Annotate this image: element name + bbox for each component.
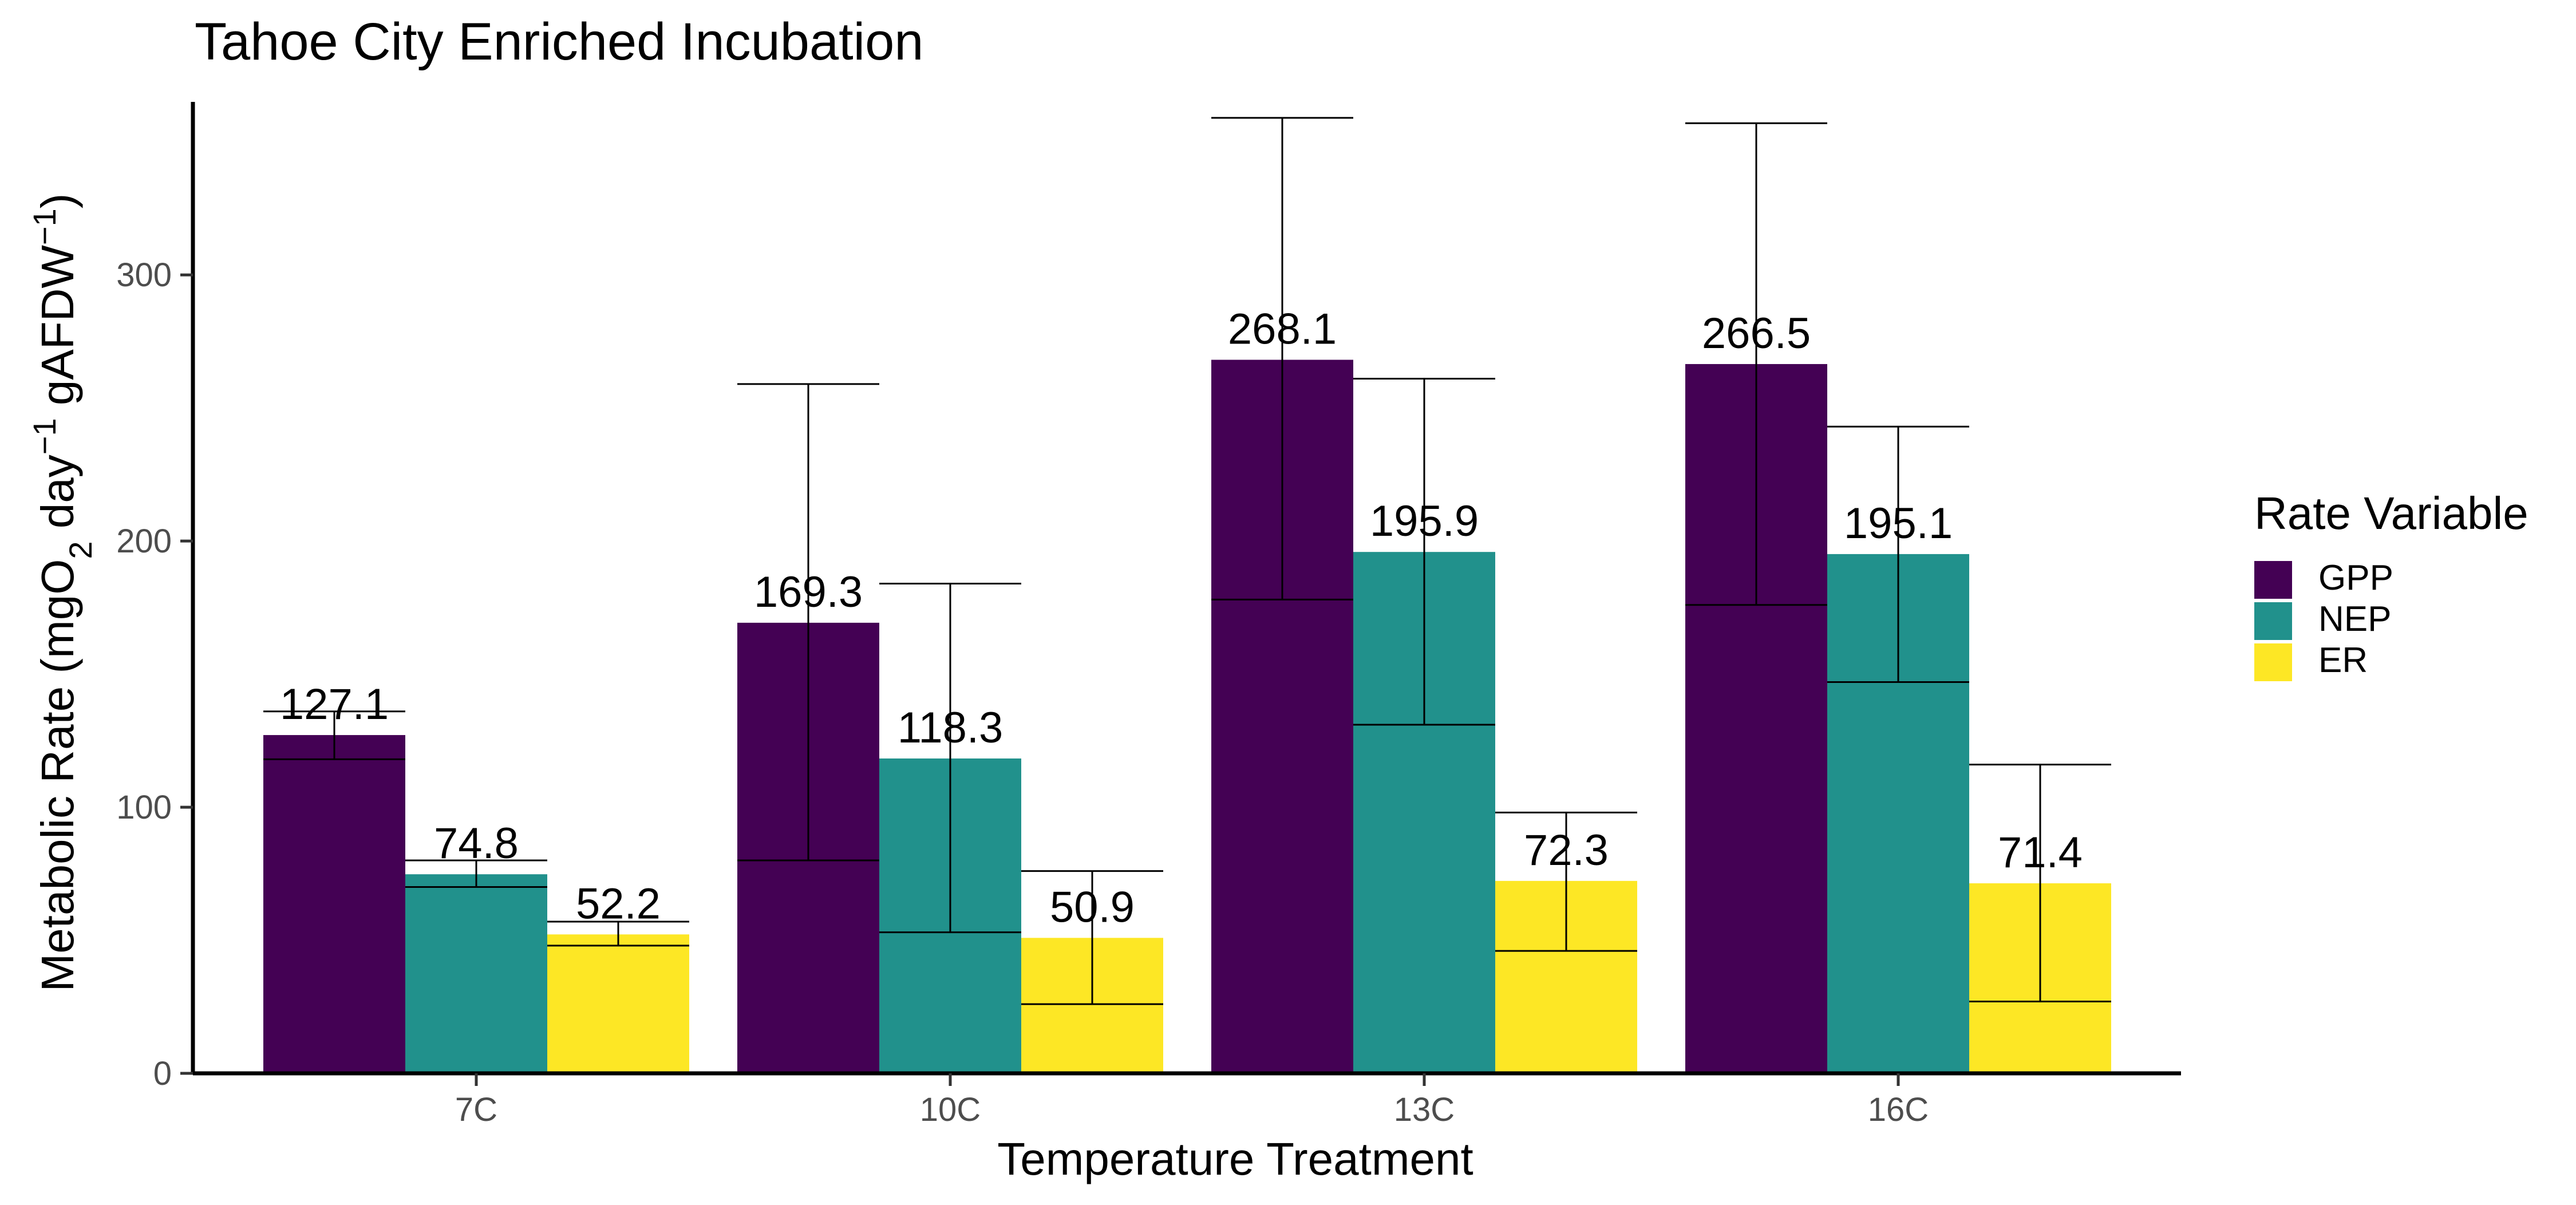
data-label-gpp-10c: 169.3 bbox=[754, 568, 863, 617]
data-label-nep-10c: 118.3 bbox=[898, 704, 1003, 752]
error-bar-nep-16c bbox=[1827, 425, 1969, 684]
error-bar-er-10c bbox=[1021, 870, 1163, 1005]
data-label-nep-13c: 195.9 bbox=[1370, 497, 1479, 546]
plot-area: 127.1 74.8 52.2 169.3 118.3 50.9 268.1 195.9 72.… bbox=[263, 117, 2111, 1074]
x-tick-label-3: 16C bbox=[1868, 1091, 1929, 1128]
error-bar-gpp-13c bbox=[1211, 117, 1353, 600]
legend-swatch-er bbox=[2254, 643, 2292, 681]
error-bar-er-13c bbox=[1495, 811, 1637, 952]
x-tick-label-2: 13C bbox=[1394, 1091, 1455, 1128]
chart-title: Tahoe City Enriched Incubation bbox=[195, 13, 923, 71]
y-axis-ticks: 0 100 200 300 bbox=[116, 256, 193, 1092]
data-label-nep-7c: 74.8 bbox=[434, 819, 519, 868]
legend-title: Rate Variable bbox=[2254, 488, 2528, 539]
x-tick-label-1: 10C bbox=[920, 1091, 981, 1128]
error-bar-nep-7c bbox=[405, 859, 547, 888]
legend-label-er: ER bbox=[2318, 641, 2368, 680]
legend-label-gpp: GPP bbox=[2318, 558, 2393, 598]
y-tick-label-3: 300 bbox=[116, 256, 172, 294]
y-axis-title: Metabolic Rate (mgO2 day−1 gAFDW−1) bbox=[26, 193, 98, 992]
bar-nep-7c bbox=[405, 874, 547, 1073]
data-label-gpp-16c: 266.5 bbox=[1702, 309, 1811, 358]
data-label-er-7c: 52.2 bbox=[576, 879, 661, 928]
data-label-gpp-7c: 127.1 bbox=[280, 680, 389, 729]
data-label-er-16c: 71.4 bbox=[1998, 828, 2083, 877]
data-label-er-13c: 72.3 bbox=[1524, 826, 1609, 875]
error-bar-gpp-7c bbox=[263, 710, 405, 760]
error-bar-nep-13c bbox=[1353, 378, 1495, 726]
y-tick-label-1: 100 bbox=[116, 789, 172, 826]
bar-er-7c bbox=[547, 934, 689, 1073]
error-bar-er-16c bbox=[1969, 764, 2111, 1002]
error-bar-nep-10c bbox=[879, 583, 1021, 934]
error-bar-er-7c bbox=[547, 920, 689, 947]
x-axis-title: Temperature Treatment bbox=[997, 1133, 1473, 1184]
legend-swatch-gpp bbox=[2254, 561, 2292, 599]
error-bar-gpp-10c bbox=[737, 383, 879, 862]
legend-swatch-nep bbox=[2254, 602, 2292, 640]
y-tick-label-2: 200 bbox=[116, 523, 172, 560]
data-label-gpp-13c: 268.1 bbox=[1228, 305, 1337, 354]
x-axis-ticks: 7C 10C 13C 16C bbox=[455, 1073, 1929, 1128]
x-tick-label-0: 7C bbox=[455, 1091, 497, 1128]
error-bar-gpp-16c bbox=[1685, 122, 1827, 606]
data-label-er-10c: 50.9 bbox=[1050, 883, 1135, 931]
bar-gpp-7c bbox=[263, 735, 405, 1073]
legend-label-nep: NEP bbox=[2318, 599, 2391, 639]
data-label-nep-16c: 195.1 bbox=[1844, 499, 1953, 548]
y-tick-label-0: 0 bbox=[153, 1055, 172, 1092]
